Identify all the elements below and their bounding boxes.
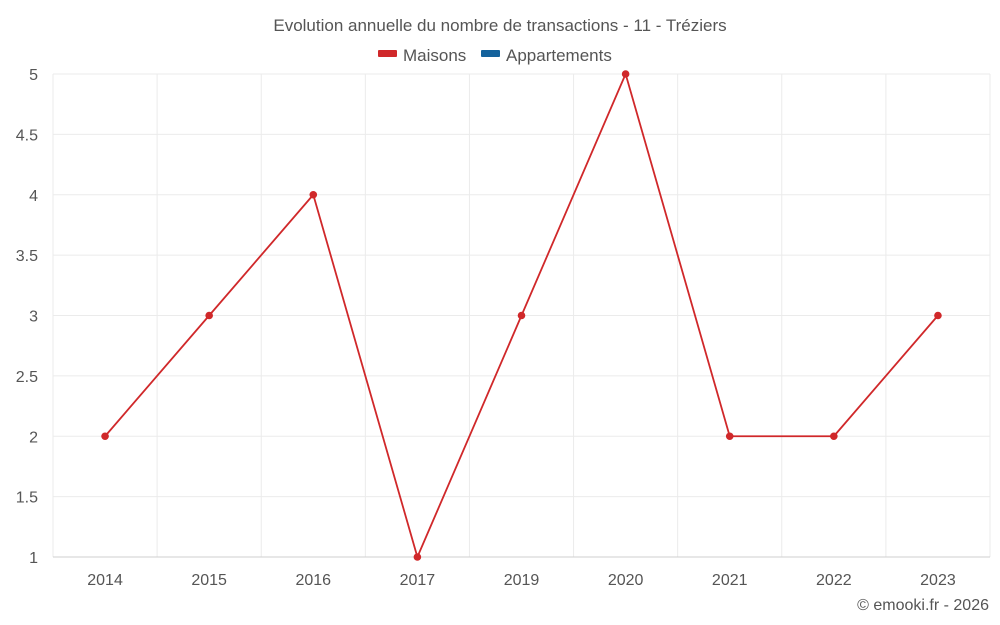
x-axis-ticks: 2014 2015 2016 2017 2019 2020 2021 2022 2023 — [87, 572, 956, 589]
chart-title: Evolution annuelle du nombre de transact… — [273, 16, 726, 35]
x-tick-label: 2020 — [608, 572, 644, 589]
legend-label-maisons: Maisons — [403, 46, 466, 65]
y-tick-label: 2 — [29, 429, 38, 446]
y-tick-label: 3.5 — [16, 248, 38, 265]
y-tick-label: 1 — [29, 550, 38, 567]
x-tick-label: 2017 — [400, 572, 436, 589]
y-axis-ticks: 1 1.5 2 2.5 3 3.5 4 4.5 5 — [16, 67, 38, 567]
x-tick-label: 2016 — [295, 572, 331, 589]
legend-label-appartements: Appartements — [506, 46, 612, 65]
series-maisons — [101, 70, 942, 561]
data-point[interactable] — [621, 70, 630, 78]
x-tick-label: 2015 — [191, 572, 227, 589]
x-tick-label: 2023 — [920, 572, 956, 589]
data-point[interactable] — [205, 311, 213, 320]
x-tick-label: 2014 — [87, 572, 123, 589]
data-point[interactable] — [830, 432, 838, 441]
legend-item-maisons[interactable]: Maisons — [378, 46, 466, 65]
y-tick-label: 5 — [29, 67, 38, 84]
x-tick-label: 2021 — [712, 572, 748, 589]
legend: Maisons Appartements — [378, 46, 612, 65]
y-tick-label: 4 — [29, 188, 38, 205]
x-gridlines — [52, 74, 991, 557]
data-point[interactable] — [934, 311, 942, 320]
x-tick-label: 2022 — [816, 572, 852, 589]
data-point[interactable] — [309, 190, 318, 199]
y-tick-label: 1.5 — [16, 490, 38, 507]
credit-text: © emooki.fr - 2026 — [857, 597, 989, 614]
legend-item-appartements[interactable]: Appartements — [481, 46, 612, 65]
legend-swatch-appartements — [481, 50, 500, 57]
data-point[interactable] — [517, 311, 526, 320]
y-tick-label: 2.5 — [16, 369, 38, 386]
y-gridlines — [53, 73, 990, 498]
data-point[interactable] — [101, 432, 109, 441]
data-point[interactable] — [413, 553, 422, 561]
data-point[interactable] — [725, 432, 734, 441]
x-tick-label: 2019 — [504, 572, 540, 589]
y-tick-label: 4.5 — [16, 127, 38, 144]
legend-swatch-maisons — [378, 50, 397, 57]
y-tick-label: 3 — [29, 309, 38, 326]
